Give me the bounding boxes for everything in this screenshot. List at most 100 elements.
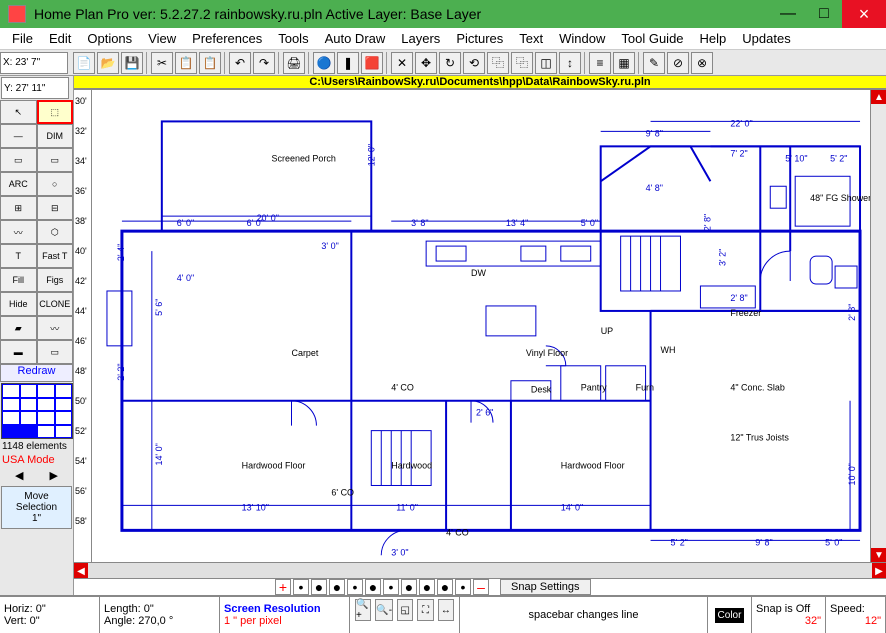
toolbar-button[interactable]: ↷ xyxy=(253,52,275,74)
snap-dot[interactable]: + xyxy=(275,579,291,595)
tool-[interactable]: ▭ xyxy=(37,148,74,172)
toolbar-button[interactable]: ✎ xyxy=(643,52,665,74)
zoom-button[interactable]: ↔ xyxy=(438,599,454,621)
drawing-canvas[interactable]: Screened PorchCarpetVinyl FloorHardwood … xyxy=(92,90,870,562)
maximize-button[interactable]: □ xyxy=(806,0,842,28)
ruler-tick: 50' xyxy=(75,396,87,406)
zoom-button[interactable]: ⛶ xyxy=(417,599,433,621)
snap-dot[interactable]: ● xyxy=(437,579,453,595)
move-selection-button[interactable]: Move Selection 1" xyxy=(1,486,72,529)
toolbar-button[interactable]: ⿻ xyxy=(487,52,509,74)
minimize-button[interactable]: — xyxy=(770,0,806,28)
menu-file[interactable]: File xyxy=(4,29,41,48)
snap-settings-button[interactable]: Snap Settings xyxy=(500,579,591,595)
nudge-left-icon[interactable]: ◀ xyxy=(15,469,23,482)
snap-dot[interactable]: • xyxy=(347,579,363,595)
tool-[interactable]: ⊟ xyxy=(37,196,74,220)
snap-dot[interactable]: ● xyxy=(311,579,327,595)
floorplan-label: UP xyxy=(601,326,613,336)
tool-[interactable]: ⬚ xyxy=(37,100,74,124)
menu-updates[interactable]: Updates xyxy=(734,29,798,48)
floorplan-label: 13' 4" xyxy=(506,218,528,228)
horizontal-scrollbar[interactable]: ◀ ▶ xyxy=(74,562,886,578)
menu-text[interactable]: Text xyxy=(511,29,551,48)
menu-view[interactable]: View xyxy=(140,29,184,48)
tool-[interactable]: ▭ xyxy=(37,340,74,364)
toolbar-button[interactable]: 📋 xyxy=(175,52,197,74)
floorplan-label: 3' 8" xyxy=(411,218,428,228)
toolbar-button[interactable]: ⊗ xyxy=(691,52,713,74)
toolbar-button[interactable]: 💾 xyxy=(121,52,143,74)
close-button[interactable]: × xyxy=(842,0,886,28)
toolbar-button[interactable]: 📋 xyxy=(199,52,221,74)
menu-layers[interactable]: Layers xyxy=(393,29,448,48)
toolbar-button[interactable]: ✂ xyxy=(151,52,173,74)
toolbar-button[interactable]: 🟥 xyxy=(361,52,383,74)
menu-preferences[interactable]: Preferences xyxy=(184,29,270,48)
toolbar-button[interactable]: 🖨 xyxy=(283,52,305,74)
toolbar-button[interactable]: ⿻ xyxy=(511,52,533,74)
tool-fastt[interactable]: Fast T xyxy=(37,244,74,268)
snap-dot[interactable]: • xyxy=(455,579,471,595)
snap-dot[interactable]: • xyxy=(383,579,399,595)
floorplan-label: 9' 8" xyxy=(646,129,663,139)
toolbar-button[interactable]: ▦ xyxy=(613,52,635,74)
tool-figs[interactable]: Figs xyxy=(37,268,74,292)
tool-[interactable]: ▰ xyxy=(0,316,37,340)
tool-[interactable]: 〰 xyxy=(37,316,74,340)
tool-arc[interactable]: ARC xyxy=(0,172,37,196)
snap-dot[interactable]: ● xyxy=(401,579,417,595)
tool-[interactable]: ▬ xyxy=(0,340,37,364)
toolbar-button[interactable]: ✥ xyxy=(415,52,437,74)
menu-edit[interactable]: Edit xyxy=(41,29,79,48)
toolbar-button[interactable]: ✕ xyxy=(391,52,413,74)
vertical-scrollbar[interactable]: ▲ ▼ xyxy=(870,90,886,562)
menu-tools[interactable]: Tools xyxy=(270,29,316,48)
toolbar-button[interactable]: ≡ xyxy=(589,52,611,74)
snap-dot[interactable]: – xyxy=(473,579,489,595)
snap-dot[interactable]: ● xyxy=(365,579,381,595)
tool-[interactable]: 〰 xyxy=(0,220,37,244)
toolbar-button[interactable]: ⊘ xyxy=(667,52,689,74)
menu-window[interactable]: Window xyxy=(551,29,613,48)
zoom-button[interactable]: ◱ xyxy=(397,599,413,621)
zoom-button[interactable]: 🔍- xyxy=(375,599,393,621)
menu-help[interactable]: Help xyxy=(692,29,735,48)
hatch-pattern-grid[interactable] xyxy=(1,383,73,439)
tool-[interactable]: ↖ xyxy=(0,100,37,124)
scroll-right-icon[interactable]: ▶ xyxy=(872,563,886,579)
toolbar-button[interactable]: 📄 xyxy=(73,52,95,74)
scroll-down-icon[interactable]: ▼ xyxy=(871,548,886,562)
tool-[interactable]: ▭ xyxy=(0,148,37,172)
nudge-right-icon[interactable]: ▶ xyxy=(50,469,58,482)
toolbar-button[interactable]: ↻ xyxy=(439,52,461,74)
tool-t[interactable]: T xyxy=(0,244,37,268)
snap-dot[interactable]: • xyxy=(293,579,309,595)
tool-clone[interactable]: CLONE xyxy=(37,292,74,316)
tool-fill[interactable]: Fill xyxy=(0,268,37,292)
tool-[interactable]: ⬡ xyxy=(37,220,74,244)
menu-pictures[interactable]: Pictures xyxy=(448,29,511,48)
tool-[interactable]: — xyxy=(0,124,37,148)
toolbar-button[interactable]: ⟲ xyxy=(463,52,485,74)
toolbar-button[interactable]: 🔵 xyxy=(313,52,335,74)
snap-dot[interactable]: ● xyxy=(329,579,345,595)
toolbar-button[interactable]: ❚ xyxy=(337,52,359,74)
scroll-up-icon[interactable]: ▲ xyxy=(871,90,886,104)
color-button[interactable]: Color xyxy=(715,608,745,623)
toolbar-button[interactable]: 📂 xyxy=(97,52,119,74)
menu-options[interactable]: Options xyxy=(79,29,140,48)
scroll-left-icon[interactable]: ◀ xyxy=(74,563,88,579)
tool-dim[interactable]: DIM xyxy=(37,124,74,148)
toolbar-button[interactable]: ↕ xyxy=(559,52,581,74)
tool-hide[interactable]: Hide xyxy=(0,292,37,316)
toolbar-button[interactable]: ◫ xyxy=(535,52,557,74)
toolbar-button[interactable]: ↶ xyxy=(229,52,251,74)
zoom-button[interactable]: 🔍+ xyxy=(355,599,371,621)
menu-auto-draw[interactable]: Auto Draw xyxy=(317,29,394,48)
tool-[interactable]: ○ xyxy=(37,172,74,196)
snap-dot[interactable]: ● xyxy=(419,579,435,595)
tool-[interactable]: ⊞ xyxy=(0,196,37,220)
redraw-button[interactable]: Redraw xyxy=(0,364,73,382)
menu-tool-guide[interactable]: Tool Guide xyxy=(613,29,691,48)
